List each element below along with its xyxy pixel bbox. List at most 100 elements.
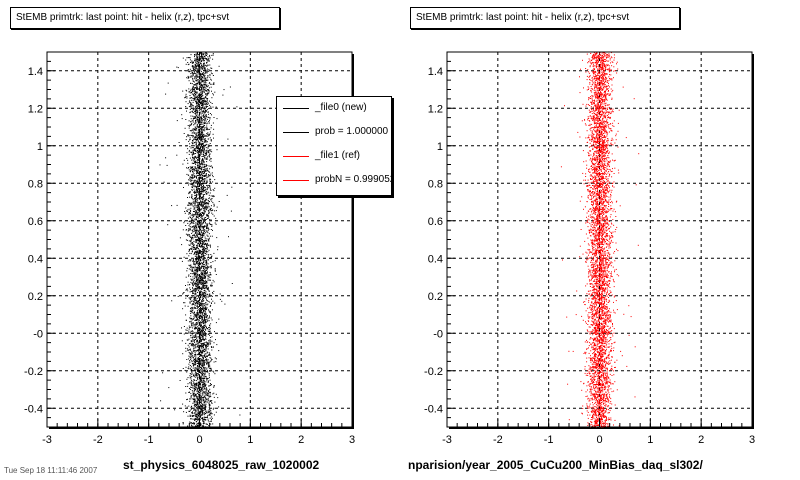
data-point	[202, 219, 204, 221]
data-point	[189, 415, 191, 417]
data-point	[200, 196, 202, 198]
data-point	[200, 359, 202, 361]
data-point	[197, 238, 199, 240]
data-point	[203, 296, 205, 298]
data-point	[191, 247, 193, 249]
data-point	[203, 256, 205, 258]
data-point	[202, 130, 204, 132]
data-point	[212, 53, 214, 55]
data-point	[199, 274, 200, 276]
data-point	[187, 344, 189, 346]
data-point	[196, 384, 198, 386]
data-point	[188, 229, 190, 231]
data-point	[195, 281, 197, 283]
data-point	[202, 391, 204, 393]
data-point	[184, 212, 186, 214]
data-point	[188, 221, 190, 223]
data-point	[199, 91, 201, 93]
data-point	[201, 77, 203, 79]
data-point	[197, 301, 199, 303]
data-point	[205, 399, 207, 401]
data-point	[187, 222, 189, 224]
data-point	[203, 120, 205, 122]
data-point	[196, 106, 198, 108]
data-point	[188, 255, 190, 257]
data-point	[197, 349, 199, 351]
data-point	[199, 188, 201, 190]
data-point	[160, 70, 162, 72]
data-point	[201, 180, 203, 182]
data-point	[197, 382, 199, 384]
data-point	[198, 353, 200, 355]
data-point	[192, 118, 194, 120]
data-point	[174, 409, 176, 411]
data-point	[197, 56, 199, 58]
data-point	[200, 252, 202, 254]
data-point	[195, 163, 197, 165]
data-point	[190, 281, 192, 283]
data-point	[194, 354, 196, 356]
data-point	[206, 356, 208, 358]
data-point	[198, 395, 200, 396]
data-point	[202, 286, 204, 288]
data-point	[199, 168, 201, 170]
data-point	[197, 400, 199, 402]
data-point	[188, 120, 190, 122]
data-point	[199, 99, 201, 101]
data-point	[213, 203, 215, 205]
data-point	[198, 312, 200, 313]
data-point	[205, 117, 207, 119]
data-point	[202, 374, 203, 376]
data-point	[200, 382, 202, 384]
data-point	[197, 350, 199, 352]
data-point	[194, 95, 196, 97]
data-point	[197, 282, 199, 284]
data-point	[190, 204, 192, 206]
data-point	[197, 82, 199, 84]
data-point	[206, 94, 208, 96]
data-point	[193, 408, 195, 410]
data-point	[196, 202, 198, 204]
data-point	[196, 350, 198, 352]
data-point	[207, 206, 209, 208]
data-point	[190, 130, 192, 132]
data-point	[208, 146, 210, 147]
data-point	[191, 155, 193, 157]
data-point	[202, 132, 204, 133]
data-point	[207, 361, 209, 363]
data-point	[200, 75, 202, 77]
data-point	[189, 411, 191, 412]
data-point	[201, 166, 203, 168]
data-point	[203, 189, 205, 191]
data-point	[189, 176, 191, 178]
data-point	[194, 132, 196, 134]
data-point	[195, 63, 197, 65]
data-point	[193, 385, 195, 387]
data-point	[202, 97, 203, 99]
data-point	[202, 172, 204, 174]
data-point	[198, 407, 200, 409]
data-point	[196, 97, 198, 99]
data-point	[197, 212, 199, 214]
data-point	[204, 150, 206, 152]
data-point	[201, 167, 203, 169]
data-point	[209, 223, 211, 225]
data-point	[194, 272, 196, 273]
data-point	[186, 288, 187, 290]
data-point	[199, 308, 201, 310]
data-point	[202, 386, 204, 388]
data-point	[206, 238, 208, 240]
data-point	[189, 348, 191, 350]
data-point	[215, 322, 217, 324]
data-point	[203, 62, 205, 64]
data-point	[196, 397, 198, 399]
data-point	[206, 182, 208, 184]
data-point	[201, 304, 203, 306]
data-point	[204, 211, 206, 213]
data-point	[195, 116, 197, 118]
data-point	[184, 70, 186, 72]
data-point	[194, 122, 196, 124]
data-point	[194, 263, 196, 265]
data-point	[209, 272, 211, 273]
